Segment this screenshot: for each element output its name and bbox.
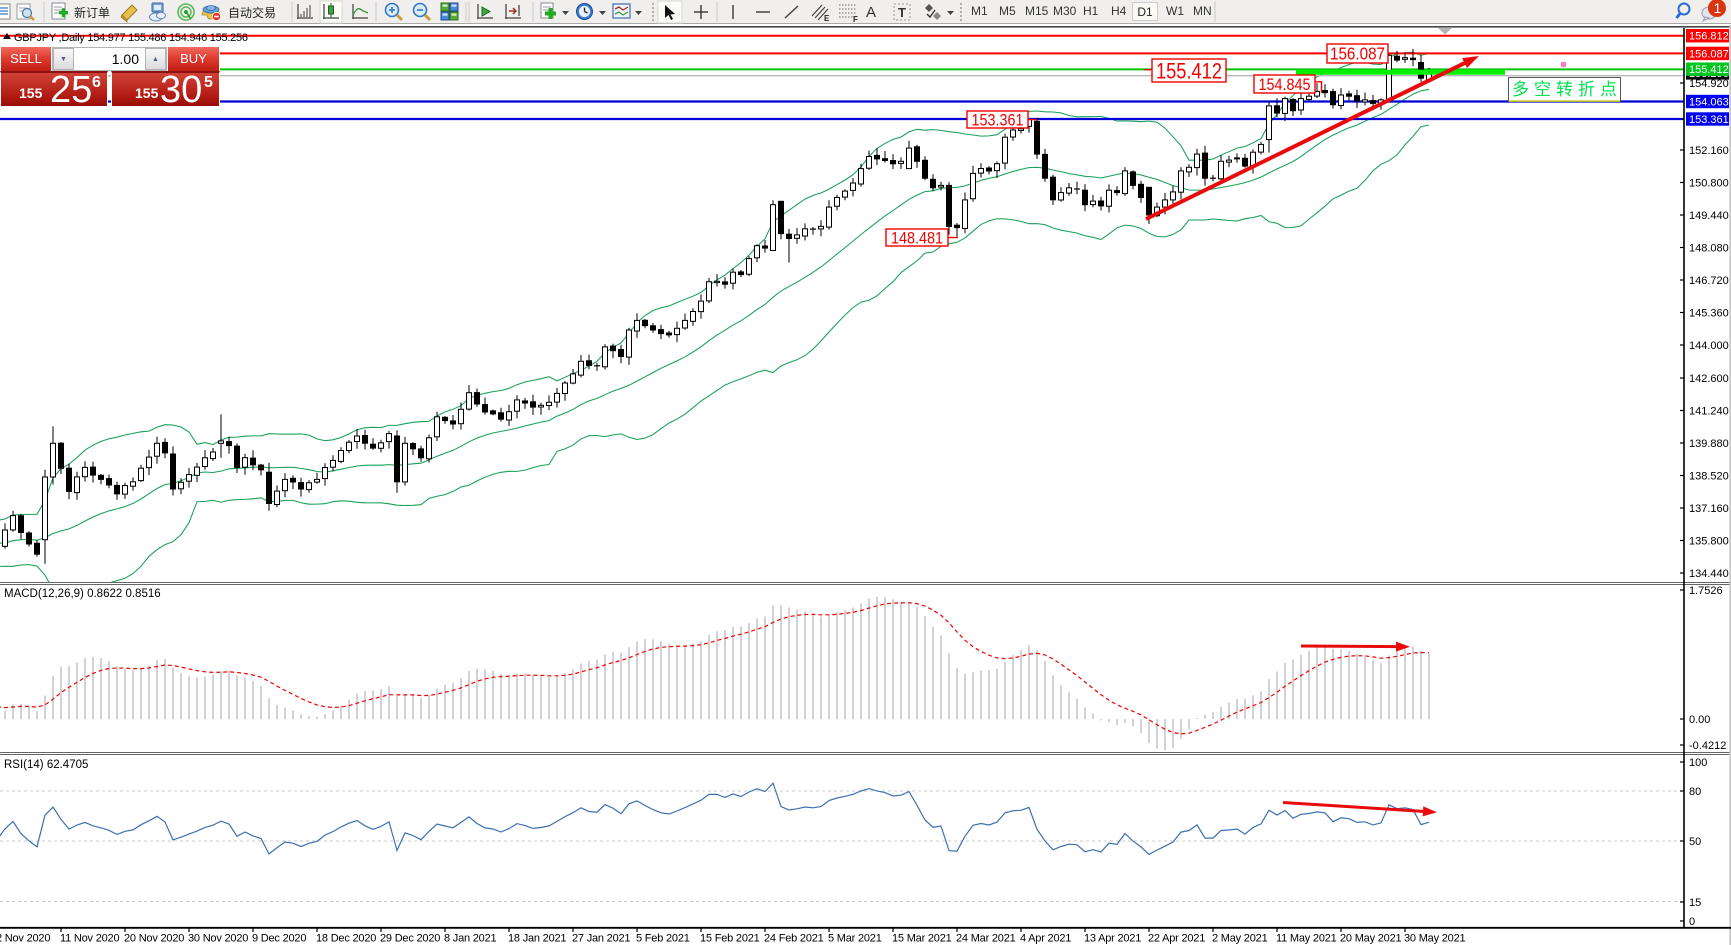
svg-text:153.361: 153.361 [972, 111, 1024, 130]
svg-text:-0.4212: -0.4212 [1689, 740, 1726, 752]
svg-text:0: 0 [1689, 916, 1695, 928]
svg-text:24 Mar 2021: 24 Mar 2021 [956, 933, 1016, 945]
svg-text:148.080: 148.080 [1689, 243, 1729, 255]
svg-text:RSI(14) 62.4705: RSI(14) 62.4705 [4, 759, 88, 771]
svg-text:20 Nov 2020: 20 Nov 2020 [124, 933, 184, 945]
svg-text:29 Dec 2020: 29 Dec 2020 [380, 933, 440, 945]
svg-text:144.000: 144.000 [1689, 340, 1729, 352]
svg-text:4 Apr 2021: 4 Apr 2021 [1020, 933, 1071, 945]
svg-text:GBPJPY ,Daily 154.977 155.486: GBPJPY ,Daily 154.977 155.486 154.946 15… [14, 32, 248, 44]
svg-text:18 Dec 2020: 18 Dec 2020 [316, 933, 376, 945]
svg-text:2 May 2021: 2 May 2021 [1212, 933, 1268, 945]
svg-text:15 Feb 2021: 15 Feb 2021 [700, 933, 760, 945]
svg-text:E: E [824, 14, 830, 23]
svg-text:156.087: 156.087 [1689, 48, 1729, 60]
svg-text:30 May 2021: 30 May 2021 [1404, 933, 1465, 945]
svg-text:141.240: 141.240 [1689, 406, 1729, 418]
svg-text:13 Apr 2021: 13 Apr 2021 [1084, 933, 1141, 945]
svg-text:100: 100 [1689, 757, 1707, 769]
svg-text:138.520: 138.520 [1689, 471, 1729, 483]
svg-text:5 Mar 2021: 5 Mar 2021 [828, 933, 882, 945]
svg-text:9 Dec 2020: 9 Dec 2020 [252, 933, 306, 945]
svg-text:134.440: 134.440 [1689, 568, 1729, 580]
svg-text:152.160: 152.160 [1689, 145, 1729, 157]
svg-text:156.087: 156.087 [1330, 44, 1385, 64]
svg-text:F: F [853, 15, 858, 24]
svg-text:1: 1 [1714, 0, 1722, 16]
svg-text:155.412: 155.412 [1689, 64, 1729, 76]
svg-text:27 Jan 2021: 27 Jan 2021 [572, 933, 630, 945]
svg-text:155.412: 155.412 [1156, 58, 1222, 83]
svg-text:2 Nov 2020: 2 Nov 2020 [0, 933, 50, 945]
svg-text:11 May 2021: 11 May 2021 [1276, 933, 1337, 945]
svg-text:11 Nov 2020: 11 Nov 2020 [60, 933, 119, 945]
svg-text:146.720: 146.720 [1689, 275, 1729, 287]
svg-text:148.481: 148.481 [891, 229, 943, 248]
svg-text:MACD(12,26,9) 0.8622 0.8516: MACD(12,26,9) 0.8622 0.8516 [4, 588, 161, 600]
svg-text:5 Feb 2021: 5 Feb 2021 [636, 933, 690, 945]
svg-text:8 Jan 2021: 8 Jan 2021 [444, 933, 497, 945]
svg-text:15: 15 [1689, 897, 1701, 909]
svg-text:24 Feb 2021: 24 Feb 2021 [764, 933, 824, 945]
svg-text:142.600: 142.600 [1689, 373, 1729, 385]
svg-text:30 Nov 2020: 30 Nov 2020 [188, 933, 248, 945]
svg-text:154.063: 154.063 [1689, 97, 1729, 109]
svg-text:20 May 2021: 20 May 2021 [1340, 933, 1401, 945]
svg-text:80: 80 [1689, 786, 1701, 798]
svg-text:15 Mar 2021: 15 Mar 2021 [892, 933, 952, 945]
svg-text:135.800: 135.800 [1689, 536, 1729, 548]
svg-text:A: A [866, 4, 876, 21]
svg-text:18 Jan 2021: 18 Jan 2021 [508, 933, 566, 945]
svg-text:1.7526: 1.7526 [1689, 585, 1723, 597]
svg-text:145.360: 145.360 [1689, 308, 1729, 320]
svg-text:T: T [898, 5, 906, 20]
svg-text:50: 50 [1689, 836, 1701, 848]
svg-text:137.160: 137.160 [1689, 503, 1729, 515]
svg-text:149.440: 149.440 [1689, 210, 1729, 222]
svg-text:多空转折点: 多空转折点 [1512, 80, 1617, 99]
svg-text:156.812: 156.812 [1689, 31, 1729, 43]
svg-text:22 Apr 2021: 22 Apr 2021 [1148, 933, 1205, 945]
svg-text:154.845: 154.845 [1259, 75, 1311, 94]
svg-text:0.00: 0.00 [1689, 714, 1710, 726]
svg-text:154.920: 154.920 [1689, 78, 1729, 90]
svg-text:150.800: 150.800 [1689, 178, 1729, 190]
svg-text:153.361: 153.361 [1689, 114, 1729, 126]
svg-text:139.880: 139.880 [1689, 438, 1729, 450]
